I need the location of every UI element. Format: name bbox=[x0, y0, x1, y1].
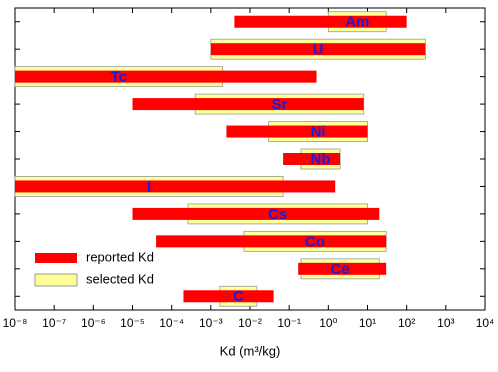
x-tick-label: 10² bbox=[398, 316, 415, 330]
legend-label: selected Kd bbox=[86, 271, 154, 286]
category-label: Tc bbox=[111, 69, 127, 86]
x-tick-label: 10⁻² bbox=[238, 316, 262, 330]
category-label: Cs bbox=[268, 206, 287, 223]
legend-swatch bbox=[35, 253, 77, 263]
range-bar bbox=[210, 43, 426, 56]
x-tick-label: 10⁻⁵ bbox=[120, 316, 145, 330]
range-bar bbox=[156, 235, 387, 248]
range-bar bbox=[234, 15, 407, 28]
category-label: Nb bbox=[311, 151, 331, 168]
x-tick-label: 10⁻⁸ bbox=[3, 316, 28, 330]
category-label: C bbox=[233, 288, 244, 305]
x-tick-label: 10⁴ bbox=[476, 316, 495, 330]
category-label: Ce bbox=[331, 261, 350, 278]
category-label: I bbox=[147, 178, 151, 195]
range-bar bbox=[298, 262, 387, 275]
x-tick-label: 10¹ bbox=[359, 316, 376, 330]
category-label: Co bbox=[305, 233, 325, 250]
category-label: Am bbox=[345, 14, 369, 31]
range-bar bbox=[183, 290, 274, 303]
range-bar bbox=[226, 125, 368, 138]
x-axis-title: Kd (m³/kg) bbox=[220, 343, 281, 358]
x-tick-label: 10³ bbox=[437, 316, 454, 330]
range-bar bbox=[132, 98, 364, 111]
legend-swatch bbox=[34, 273, 78, 287]
range-bar bbox=[15, 70, 317, 83]
category-label: Ni bbox=[311, 124, 326, 141]
range-bar bbox=[15, 180, 336, 193]
x-tick-label: 10⁻¹ bbox=[277, 316, 301, 330]
x-tick-label: 10⁰ bbox=[319, 316, 337, 330]
x-tick-label: 10⁻⁴ bbox=[159, 316, 184, 330]
x-tick-label: 10⁻⁷ bbox=[42, 316, 66, 330]
range-bar bbox=[283, 153, 341, 165]
range-bar bbox=[132, 207, 380, 220]
category-label: Sr bbox=[272, 96, 288, 113]
x-tick-label: 10⁻⁶ bbox=[81, 316, 106, 330]
x-tick-label: 10⁻³ bbox=[199, 316, 223, 330]
legend-label: reported Kd bbox=[86, 249, 154, 264]
category-label: U bbox=[313, 41, 324, 58]
